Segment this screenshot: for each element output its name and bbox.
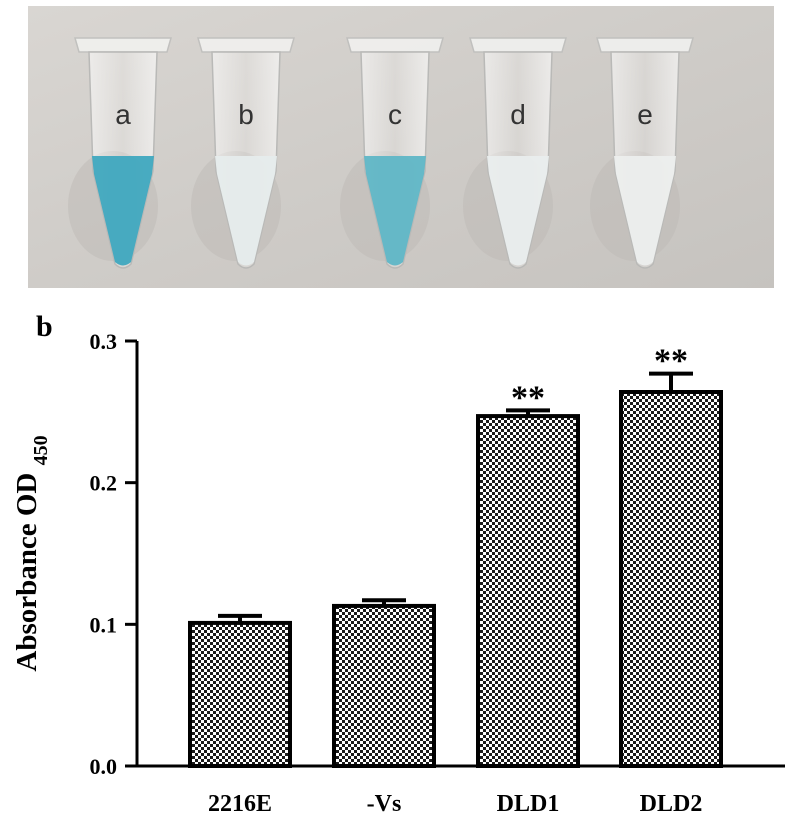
tube-label: d: [510, 99, 526, 130]
tube-label: b: [238, 99, 254, 130]
bar-DLD2: [619, 390, 723, 768]
x-tick-label: DLD1: [497, 791, 560, 817]
tube-c: c: [340, 37, 444, 269]
tube-a: a: [68, 37, 172, 269]
y-tick-label: 0.0: [90, 754, 118, 779]
tube-e: e: [590, 37, 694, 269]
x-tick-label: -Vs: [367, 791, 402, 817]
bar-2216E: [188, 620, 292, 768]
y-tick-label: 0.3: [90, 329, 118, 354]
bar-DLD1: [476, 414, 580, 768]
significance-annotation: **: [654, 343, 688, 380]
y-tick-label: 0.2: [90, 471, 118, 496]
panel-label-b: b: [36, 310, 53, 343]
x-tick-label: 2216E: [208, 791, 272, 817]
y-axis-title: Absorbance OD 450: [11, 435, 52, 671]
tube-d: d: [463, 37, 567, 269]
tube-label: a: [115, 99, 131, 130]
tube-b: b: [191, 37, 295, 269]
tube-label: e: [637, 99, 653, 130]
y-tick-label: 0.1: [90, 612, 118, 637]
x-tick-label: DLD2: [640, 791, 703, 817]
bar-chart: 0.0 0.1 0.2 0.3 Absorbance OD 450 2216E -Vs DLD…: [11, 329, 785, 817]
bar--Vs: [332, 603, 436, 768]
significance-annotation: **: [511, 379, 545, 416]
tubes-photo: a b c d e: [28, 6, 774, 288]
tube-label: c: [388, 99, 402, 130]
